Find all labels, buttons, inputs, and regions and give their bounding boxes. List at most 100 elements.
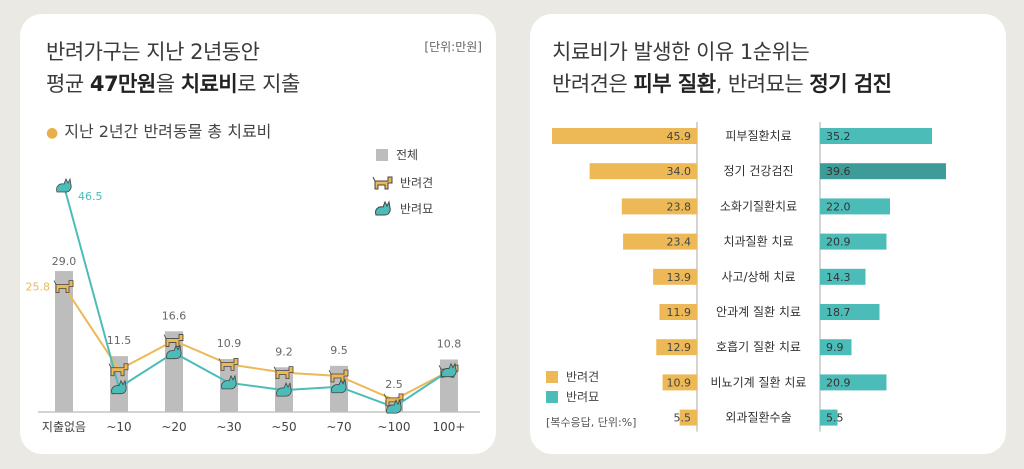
reason-category-label: 치과질환 치료 (723, 235, 793, 249)
total-value-label: 2.5 (385, 378, 403, 391)
left-subtitle: ● 지난 2년간 반려동물 총 치료비 (46, 122, 272, 141)
dog-point (438, 364, 459, 378)
reason-category-label: 사고/상해 치료 (721, 270, 795, 284)
cat-point (441, 362, 457, 378)
legend-total-swatch (376, 148, 388, 161)
right-title: 치료비가 발생한 이유 1순위는 반려견은 피부 질환, 반려묘는 정기 검진 (552, 36, 892, 100)
cat-icon (375, 200, 391, 216)
left-unit: [단위:만원] (424, 40, 482, 54)
right-legend-dog-swatch (546, 370, 558, 383)
category-label: 지출없음 (42, 420, 86, 434)
dog-bar (653, 268, 697, 285)
cat-bar-label: 20.9 (826, 376, 851, 389)
dog-bar (589, 163, 697, 180)
dog-bar-label: 34.0 (667, 165, 692, 178)
right-legend-cat-swatch (546, 390, 558, 403)
cat-point (56, 177, 72, 193)
legend-cat: 반려묘 (372, 198, 433, 218)
reason-category-label: 비뇨기계 질환 치료 (711, 375, 807, 389)
cat-bar (820, 304, 880, 320)
dog-point (273, 366, 294, 380)
treatment-cost-card: 반려가구는 지난 2년동안 평균 47만원을 치료비로 지출 [단위:만원] ●… (20, 14, 496, 454)
left-title-line2: 평균 47만원을 치료비로 지출 (46, 72, 300, 96)
reason-category-label: 안과계 질환 치료 (716, 305, 801, 319)
total-value-label: 10.9 (217, 337, 242, 350)
bullet-dot-icon: ● (46, 125, 59, 141)
dog-point (163, 334, 184, 347)
left-title-line1: 반려가구는 지난 2년동안 (46, 40, 260, 64)
reason-category-label: 외과질환수술 (725, 411, 791, 425)
total-value-label: 11.5 (107, 334, 132, 347)
cat-bar-label: 39.6 (826, 165, 851, 178)
cat-first-value-label: 46.5 (78, 190, 103, 203)
dog-bar-label: 11.9 (667, 306, 692, 319)
cat-bar-label: 22.0 (826, 200, 851, 213)
cat-bar-label: 20.9 (826, 236, 851, 249)
dog-series-line (63, 286, 450, 401)
dog-bar (662, 374, 697, 391)
dog-point (108, 363, 129, 377)
treatment-reason-card: 치료비가 발생한 이유 1순위는 반려견은 피부 질환, 반려묘는 정기 검진 … (530, 14, 1006, 454)
total-value-label: 29.0 (52, 255, 77, 268)
dog-bar (679, 409, 697, 426)
dog-first-value-label: 25.8 (26, 281, 51, 294)
right-note: [복수응답, 단위:%] (546, 416, 637, 429)
dog-bar (623, 233, 697, 250)
total-bar (275, 367, 293, 412)
dog-bar-label: 45.9 (667, 130, 692, 143)
cat-bar (820, 128, 932, 144)
reason-category-label: 정기 건강검진 (723, 164, 793, 178)
total-bar (165, 331, 183, 412)
total-bar (385, 399, 403, 412)
dog-bar-label: 13.9 (667, 271, 692, 284)
cat-point (276, 381, 292, 397)
category-label: ~50 (271, 420, 296, 434)
cat-bar-label: 35.2 (826, 130, 851, 143)
treatment-reason-chart: 45.9 35.2 피부질환치료 34.0 39.6 정기 건강검진 23.8 22.0 소화기… (552, 122, 946, 432)
reason-category-label: 소화기질환치료 (720, 199, 797, 213)
cat-point (331, 378, 347, 394)
total-bar (110, 356, 128, 412)
cat-point (386, 398, 402, 414)
cat-point (111, 379, 127, 395)
dog-bar (621, 198, 697, 215)
dog-bar-label: 10.9 (667, 376, 692, 389)
total-bar (55, 271, 73, 412)
dog-icon (372, 176, 393, 190)
dog-point (383, 393, 404, 407)
right-title-line1: 치료비가 발생한 이유 1순위는 (552, 40, 810, 64)
cat-bar (820, 409, 838, 426)
dog-bar (552, 128, 697, 144)
category-label: ~20 (161, 420, 186, 434)
dog-bar-label: 23.4 (667, 236, 692, 249)
reason-category-label: 피부질환치료 (725, 129, 791, 143)
cat-bar-label: 14.3 (826, 271, 851, 284)
total-bar (220, 359, 238, 412)
cat-bar (820, 198, 890, 215)
dog-bar-label: 12.9 (667, 341, 692, 354)
total-value-label: 9.5 (330, 344, 348, 357)
dog-bar-label: 5.5 (674, 412, 692, 425)
category-label: ~10 (106, 420, 131, 434)
cat-point (221, 374, 237, 390)
dog-bar (659, 304, 697, 320)
cat-bar-label: 9.9 (826, 341, 844, 354)
total-value-label: 9.2 (275, 345, 293, 358)
total-value-label: 16.6 (162, 309, 187, 322)
cat-bar (820, 163, 946, 180)
right-legend-dog: 반려견 (546, 368, 599, 385)
right-legend-cat: 반려묘 (546, 388, 599, 405)
dog-point (53, 280, 74, 294)
total-bar (330, 365, 348, 412)
cat-bar (820, 339, 852, 356)
cat-series-line (63, 185, 450, 409)
total-value-label: 10.8 (437, 338, 462, 351)
dog-bar (656, 339, 697, 356)
dog-point (218, 357, 239, 371)
dog-point (328, 369, 349, 383)
cat-bar-label: 5.5 (826, 412, 844, 425)
cat-bar (820, 233, 887, 250)
cat-bar-label: 18.7 (826, 306, 851, 319)
cat-point (166, 344, 182, 360)
dog-bar-label: 23.8 (667, 200, 692, 213)
